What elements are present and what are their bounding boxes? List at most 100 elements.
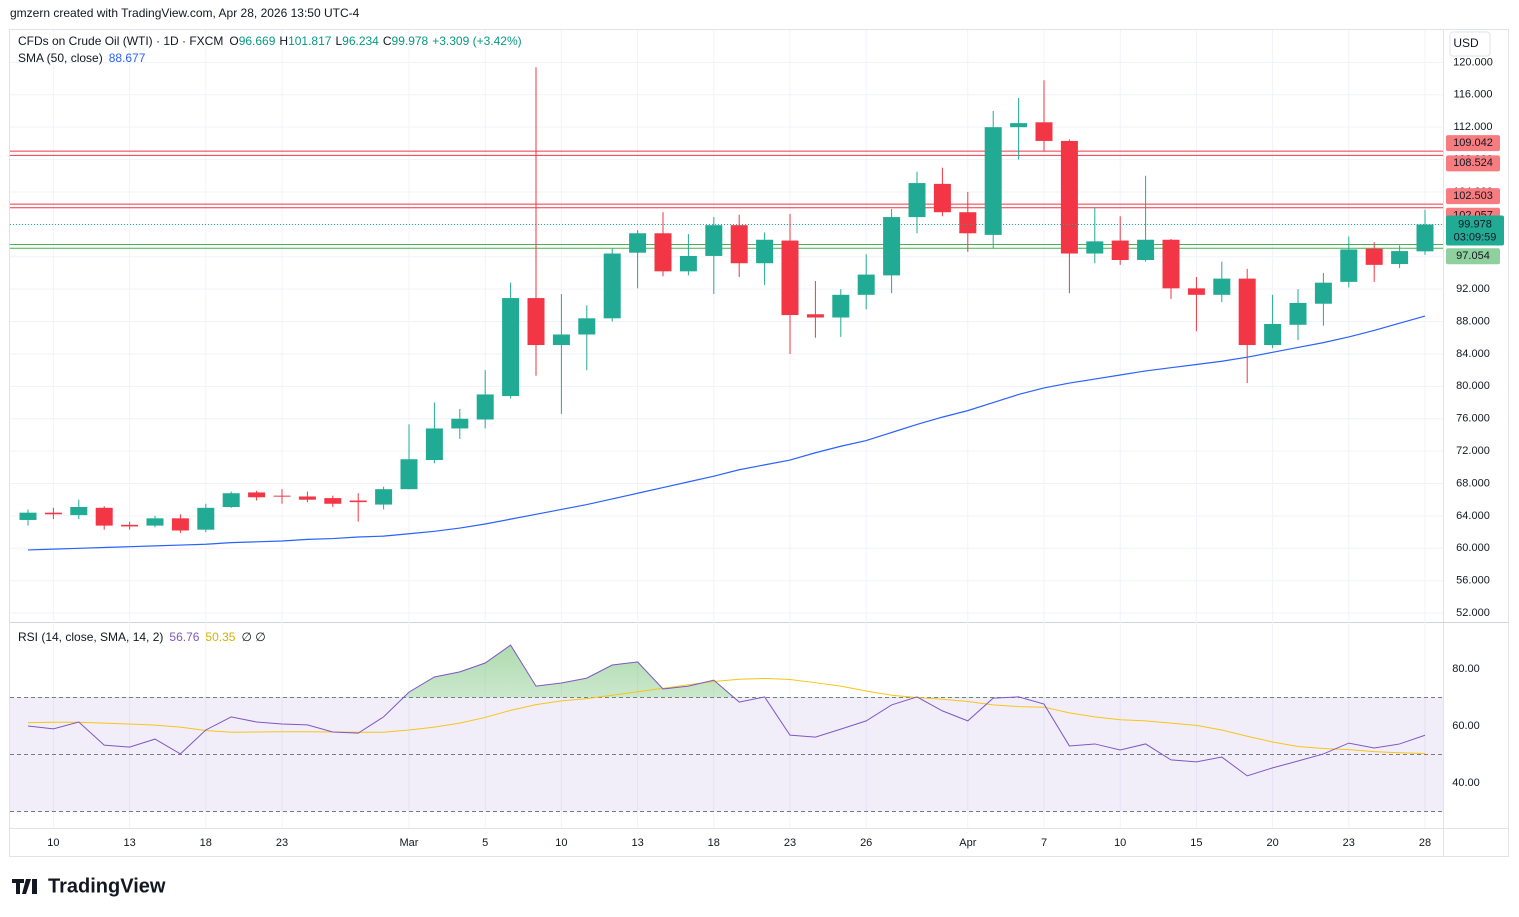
rsi-tick-label: 60.00: [1452, 720, 1480, 732]
candle-body: [1213, 278, 1231, 295]
legend-main: CFDs on Crude Oil (WTI) · 1D · FXCM O96.6…: [18, 34, 522, 48]
candle-body: [1035, 122, 1053, 141]
y-tick-label: 52.000: [1456, 607, 1490, 619]
candle-body: [1060, 140, 1078, 254]
candle-body: [857, 274, 875, 295]
y-tick-label: 68.000: [1456, 477, 1490, 489]
y-tick-label: 120.000: [1453, 56, 1493, 68]
sma-line: [27, 315, 1426, 551]
legend-rsi: RSI (14, close, SMA, 14, 2) 56.76 50.35 ∅ ∅: [18, 630, 266, 644]
candle-body: [1340, 249, 1358, 282]
level-label: 97.054: [1456, 250, 1490, 262]
candle-body: [1187, 288, 1205, 295]
x-tick-label: 23: [784, 837, 796, 849]
level-label-box: [1446, 248, 1500, 265]
o-value: 96.669: [239, 34, 276, 48]
candle-body: [1264, 323, 1282, 346]
candle-body: [1391, 251, 1409, 265]
level-label: 109.042: [1453, 137, 1493, 149]
rsi-extra: ∅ ∅: [241, 630, 265, 644]
level-label-box: [1446, 188, 1500, 205]
change: +3.309 (+3.42%): [432, 34, 521, 48]
y-tick-label: 60.000: [1456, 542, 1490, 554]
rsi-tick-label: 40.00: [1452, 777, 1480, 789]
level-label: 102.503: [1453, 190, 1493, 202]
candle-body: [578, 318, 596, 335]
candle-body: [146, 518, 164, 526]
candle-body: [95, 507, 113, 526]
l-label: L: [335, 34, 342, 48]
x-tick-label: 5: [482, 837, 488, 849]
rsi-line: [27, 644, 1426, 777]
candle-body: [1365, 248, 1383, 265]
x-tick-label: 26: [860, 837, 872, 849]
l-value: 96.234: [342, 34, 379, 48]
candle-body: [959, 212, 977, 234]
o-label: O: [229, 34, 238, 48]
rsi-tick-label: 80.00: [1452, 663, 1480, 675]
c-value: 99.978: [392, 34, 429, 48]
candle-body: [248, 492, 266, 498]
x-tick-label: 18: [708, 837, 720, 849]
candle-body: [806, 314, 824, 318]
rsi-value: 56.76: [169, 630, 199, 644]
x-tick-label: 13: [631, 837, 643, 849]
y-tick-label: 84.000: [1456, 348, 1490, 360]
candle-body: [908, 183, 926, 218]
candle-body: [679, 255, 697, 272]
x-tick-label: 10: [555, 837, 567, 849]
candle-body: [375, 489, 393, 505]
c-label: C: [383, 34, 392, 48]
candle-body: [349, 500, 367, 503]
candle-body: [197, 507, 215, 530]
level-label-box: [1446, 155, 1500, 172]
sma-value: 88.677: [109, 51, 146, 65]
candle-body: [781, 240, 799, 316]
y-tick-label: 92.000: [1456, 283, 1490, 295]
candle-body: [502, 298, 520, 397]
candle-body: [121, 524, 139, 527]
candle-body: [933, 183, 951, 213]
candle-body: [527, 298, 545, 346]
candle-body: [883, 217, 901, 276]
candle-body: [1086, 241, 1104, 254]
candle-body: [1137, 239, 1155, 260]
level-label: 108.524: [1453, 157, 1493, 169]
x-tick-label: 15: [1190, 837, 1202, 849]
candle-body: [756, 239, 774, 264]
y-tick-label: 88.000: [1456, 315, 1490, 327]
currency[interactable]: USD: [1453, 36, 1479, 50]
candle-body: [70, 507, 88, 516]
sma-name: SMA (50, close): [18, 51, 103, 65]
rsi-sma-value: 50.35: [205, 630, 235, 644]
x-tick-label: Mar: [400, 837, 419, 849]
currency-button[interactable]: [1449, 31, 1491, 57]
candle-body: [730, 225, 748, 264]
candle-body: [298, 496, 316, 500]
x-tick-label: 10: [1114, 837, 1126, 849]
candle-body: [171, 518, 189, 531]
y-tick-label: 72.000: [1456, 445, 1490, 457]
candle-body: [552, 334, 570, 346]
candle-body: [273, 495, 291, 497]
price-label: 99.978: [1458, 218, 1492, 230]
logo: [12, 879, 37, 894]
candle-body: [1289, 302, 1307, 325]
legend-sma: SMA (50, close) 88.677: [18, 51, 146, 65]
y-tick-label: 116.000: [1454, 89, 1493, 101]
h-value: 101.817: [288, 34, 332, 48]
candle-body: [1314, 282, 1332, 304]
plot: [10, 67, 1443, 777]
x-tick-label: Apr: [959, 837, 976, 849]
candle-body: [451, 418, 469, 429]
y-tick-label: 112.000: [1454, 121, 1493, 133]
y-tick-label: 76.000: [1456, 413, 1490, 425]
x-tick-label: 20: [1266, 837, 1278, 849]
candle-body: [603, 253, 621, 319]
candle-body: [654, 233, 672, 272]
candle-body: [1010, 123, 1028, 128]
candle-body: [476, 394, 494, 420]
x-tick-label: 7: [1041, 837, 1047, 849]
